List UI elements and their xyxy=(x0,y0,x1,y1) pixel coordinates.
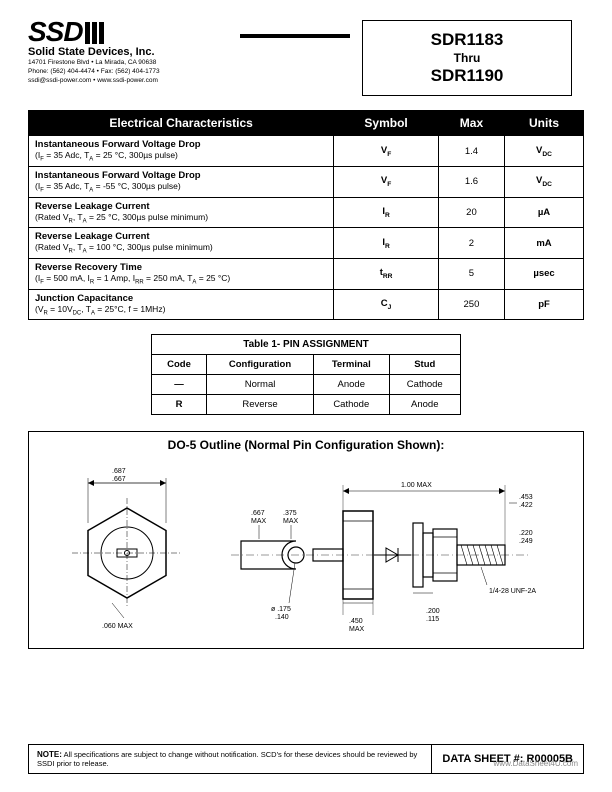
dim-label: 1/4-28 UNF-2A xyxy=(489,588,536,595)
dim-label: 1.00 MAX xyxy=(401,482,432,489)
ec-max: 1.4 xyxy=(438,136,504,167)
ec-row: Instantaneous Forward Voltage Drop(IF = … xyxy=(29,166,584,197)
ec-unit: pF xyxy=(505,289,584,320)
ec-unit: µsec xyxy=(505,258,584,289)
ec-symbol: IR xyxy=(334,228,439,259)
ec-desc: Reverse Leakage Current(Rated VR, TA = 2… xyxy=(29,197,334,228)
dim-label: MAX xyxy=(283,518,299,525)
dim-label: .220 xyxy=(519,530,533,537)
ec-max: 2 xyxy=(438,228,504,259)
pin-terminal: Cathode xyxy=(314,395,389,415)
footer: NOTE: All specifications are subject to … xyxy=(28,744,584,774)
dim-label: .667 xyxy=(112,476,126,483)
ec-desc: Reverse Recovery Time(IF = 500 mA, IR = … xyxy=(29,258,334,289)
electrical-characteristics-table: Electrical Characteristics Symbol Max Un… xyxy=(28,110,584,320)
ec-header: Max xyxy=(438,111,504,136)
divider-bar xyxy=(240,34,350,38)
dim-label: .200 xyxy=(426,608,440,615)
ec-desc: Reverse Leakage Current(Rated VR, TA = 1… xyxy=(29,228,334,259)
ec-max: 1.6 xyxy=(438,166,504,197)
pin-row: —NormalAnodeCathode xyxy=(152,375,461,395)
dim-label: .687 xyxy=(112,468,126,475)
ec-symbol: tRR xyxy=(334,258,439,289)
address-line: ssdi@ssdi-power.com • www.ssdi-power.com xyxy=(28,77,228,85)
ec-row: Instantaneous Forward Voltage Drop(IF = … xyxy=(29,136,584,167)
dim-label: .140 xyxy=(275,614,289,621)
address-line: 14701 Firestone Blvd • La Mirada, CA 906… xyxy=(28,59,228,67)
address-line: Phone: (562) 404-4474 • Fax: (562) 404-1… xyxy=(28,68,228,76)
ec-header: Symbol xyxy=(334,111,439,136)
pin-header: Terminal xyxy=(314,355,389,375)
pin-code: — xyxy=(152,375,207,395)
watermark: www.DataSheet4U.com xyxy=(494,759,578,768)
pin-assignment-table: Table 1- PIN ASSIGNMENT Code Configurati… xyxy=(151,334,461,415)
ec-unit: mA xyxy=(505,228,584,259)
ec-desc: Instantaneous Forward Voltage Drop(IF = … xyxy=(29,136,334,167)
dim-label: .453 xyxy=(519,494,533,501)
dim-label: .667 xyxy=(251,510,265,517)
pin-row: RReverseCathodeAnode xyxy=(152,395,461,415)
part-number-box: SDR1183 Thru SDR1190 xyxy=(362,20,572,96)
footer-note: NOTE: All specifications are subject to … xyxy=(28,744,432,774)
pin-header: Configuration xyxy=(207,355,314,375)
pin-code: R xyxy=(152,395,207,415)
pin-config: Normal xyxy=(207,375,314,395)
ec-max: 250 xyxy=(438,289,504,320)
ec-desc: Instantaneous Forward Voltage Drop(IF = … xyxy=(29,166,334,197)
ec-desc: Junction Capacitance(VR = 10VDC, TA = 25… xyxy=(29,289,334,320)
pin-config: Reverse xyxy=(207,395,314,415)
pin-header: Code xyxy=(152,355,207,375)
pin-stud: Cathode xyxy=(389,375,460,395)
company-name: Solid State Devices, Inc. xyxy=(28,46,228,58)
side-view: 1.00 MAX .667 MAX .375 MAX .453 .422 .22… xyxy=(231,463,561,633)
dim-label: .375 xyxy=(283,510,297,517)
ec-max: 5 xyxy=(438,258,504,289)
ec-symbol: VF xyxy=(334,166,439,197)
ec-symbol: VF xyxy=(334,136,439,167)
dim-label: ø .175 xyxy=(271,606,291,613)
pin-stud: Anode xyxy=(389,395,460,415)
pin-terminal: Anode xyxy=(314,375,389,395)
logo: SSD xyxy=(28,20,228,44)
ec-unit: VDC xyxy=(505,136,584,167)
ec-row: Reverse Leakage Current(Rated VR, TA = 1… xyxy=(29,228,584,259)
logo-block: SSD Solid State Devices, Inc. 14701 Fire… xyxy=(28,20,228,85)
dim-label: .060 MAX xyxy=(102,623,133,630)
dim-label: .450 xyxy=(349,618,363,625)
note-label: NOTE: xyxy=(37,750,62,759)
logo-text: SSD xyxy=(28,16,83,47)
dim-label: .115 xyxy=(426,616,439,623)
ec-row: Reverse Leakage Current(Rated VR, TA = 2… xyxy=(29,197,584,228)
outline-box: DO-5 Outline (Normal Pin Configuration S… xyxy=(28,431,584,649)
dim-label: .422 xyxy=(519,502,533,509)
ec-row: Reverse Recovery Time(IF = 500 mA, IR = … xyxy=(29,258,584,289)
dim-label: MAX xyxy=(251,518,267,525)
outline-diagram: .687 .667 .060 MAX xyxy=(37,458,575,638)
ec-symbol: IR xyxy=(334,197,439,228)
hex-top-view: .687 .667 .060 MAX xyxy=(52,463,202,633)
part-thru: Thru xyxy=(379,51,555,65)
part-number-top: SDR1183 xyxy=(379,29,555,51)
pin-header: Stud xyxy=(389,355,460,375)
note-text: All specifications are subject to change… xyxy=(37,750,417,768)
ec-unit: VDC xyxy=(505,166,584,197)
header: SSD Solid State Devices, Inc. 14701 Fire… xyxy=(28,20,584,96)
ec-row: Junction Capacitance(VR = 10VDC, TA = 25… xyxy=(29,289,584,320)
dim-label: .249 xyxy=(519,538,533,545)
ec-symbol: CJ xyxy=(334,289,439,320)
ec-header: Units xyxy=(505,111,584,136)
outline-title: DO-5 Outline (Normal Pin Configuration S… xyxy=(37,438,575,452)
part-number-bottom: SDR1190 xyxy=(379,65,555,87)
ec-header: Electrical Characteristics xyxy=(29,111,334,136)
dim-label: MAX xyxy=(349,626,365,633)
ec-max: 20 xyxy=(438,197,504,228)
ec-unit: µA xyxy=(505,197,584,228)
pin-table-title: Table 1- PIN ASSIGNMENT xyxy=(152,335,461,355)
